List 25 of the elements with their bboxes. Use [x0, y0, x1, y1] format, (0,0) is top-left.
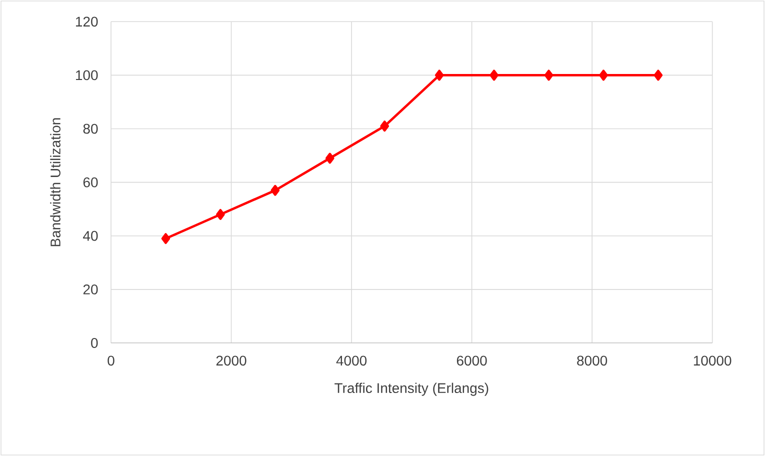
x-tick-label: 8000 [577, 356, 608, 366]
point [380, 120, 390, 132]
y-tick-label: 120 [76, 16, 98, 27]
x-tick-label: 10000 [694, 356, 732, 366]
y-tick-label: 100 [76, 70, 98, 80]
y-axis-title: Bandwidth Utilization [50, 118, 60, 246]
point [434, 70, 444, 81]
y-tick-label: 40 [83, 230, 98, 241]
x-tick-label: 6000 [456, 356, 487, 366]
point [325, 152, 334, 164]
point [216, 208, 225, 220]
point [599, 70, 608, 81]
point [544, 70, 554, 81]
x-tick-label: 2000 [216, 356, 246, 366]
y-tick-label: 60 [83, 177, 98, 188]
point [490, 70, 498, 81]
point [161, 233, 170, 244]
y-tick-label: 0 [91, 338, 98, 348]
y-tick-label: 80 [83, 124, 98, 134]
x-axis-title: Traffic Intensity (Erlangs) [334, 382, 488, 396]
x-tick-label: 0 [108, 356, 114, 366]
x-tick-label: 4000 [336, 356, 367, 366]
point [270, 184, 280, 196]
y-tick-label: 20 [83, 284, 98, 294]
point [654, 70, 663, 81]
